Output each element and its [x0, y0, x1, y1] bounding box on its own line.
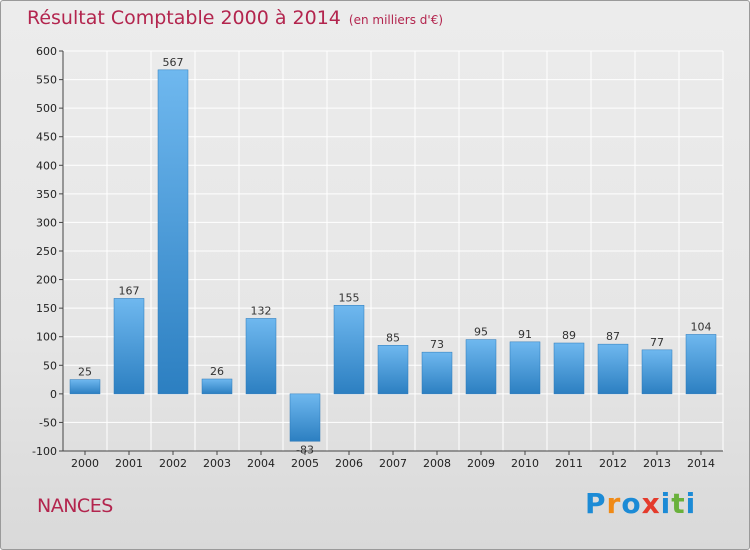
bar-2011	[553, 342, 585, 395]
axes	[59, 50, 723, 455]
y-tick-label: 250	[36, 245, 57, 258]
bar-2000	[69, 379, 101, 395]
y-tick-label: 350	[36, 188, 57, 201]
x-tick-label: 2011	[555, 457, 583, 470]
x-tick-label: 2004	[247, 457, 275, 470]
bar-2010	[509, 341, 541, 395]
x-tick-label: 2001	[115, 457, 143, 470]
x-tick-label: 2006	[335, 457, 363, 470]
bar-2013	[641, 349, 673, 395]
title-text: Résultat Comptable 2000 à 2014	[27, 7, 341, 29]
y-tick-label: 500	[36, 102, 57, 115]
value-label-2011: 89	[562, 329, 576, 342]
value-label-2005: -83	[296, 443, 314, 456]
place-name: NANCES	[37, 495, 113, 517]
value-label-2014: 104	[691, 320, 712, 333]
x-tick-label: 2013	[643, 457, 671, 470]
bar-2004	[245, 318, 277, 395]
y-tick-label: 600	[36, 45, 57, 58]
x-tick-label: 2008	[423, 457, 451, 470]
bar-2009	[465, 339, 497, 395]
y-tick-label: 400	[36, 159, 57, 172]
bar-2014	[685, 334, 717, 395]
x-tick-label: 2012	[599, 457, 627, 470]
y-tick-label: -100	[32, 445, 57, 458]
bar-2012	[597, 343, 629, 395]
value-label-2013: 77	[650, 336, 664, 349]
logo-letter: i	[685, 487, 697, 520]
logo-letter: o	[621, 487, 642, 520]
value-label-2012: 87	[606, 330, 620, 343]
bar-2007	[377, 345, 409, 395]
y-tick-label: 450	[36, 131, 57, 144]
chart-title: Résultat Comptable 2000 à 2014 (en millie…	[27, 7, 443, 29]
title-unit: (en milliers d'€)	[348, 13, 444, 27]
value-label-2006: 155	[339, 291, 360, 304]
bars	[69, 69, 717, 442]
y-tick-label: -50	[39, 416, 57, 429]
value-label-2001: 167	[119, 284, 140, 297]
x-tick-label: 2000	[71, 457, 99, 470]
bar-2008	[421, 351, 453, 395]
x-tick-label: 2005	[291, 457, 319, 470]
bar-2002	[157, 69, 189, 395]
y-tick-label: 200	[36, 274, 57, 287]
labels: -100 -50 0 50 100 150 200 250 300 350 400 450 500 550…	[32, 45, 715, 470]
logo-letter: x	[641, 487, 661, 520]
y-tick-label: 150	[36, 302, 57, 315]
logo-letter: t	[671, 487, 686, 520]
x-tick-label: 2003	[203, 457, 231, 470]
value-label-2003: 26	[210, 365, 224, 378]
bar-2003	[201, 378, 233, 395]
proxiti-logo: Proxiti	[585, 487, 696, 520]
value-label-2000: 25	[78, 366, 92, 379]
value-label-2010: 91	[518, 328, 532, 341]
x-tick-label: 2002	[159, 457, 187, 470]
x-tick-label: 2014	[687, 457, 715, 470]
y-tick-label: 550	[36, 74, 57, 87]
y-tick-label: 0	[50, 388, 57, 401]
x-tick-label: 2007	[379, 457, 407, 470]
bar-2001	[113, 298, 145, 395]
bar-2006	[333, 305, 365, 395]
value-label-2008: 73	[430, 338, 444, 351]
value-label-2002: 567	[163, 56, 184, 69]
value-label-2009: 95	[474, 326, 488, 339]
value-label-2004: 132	[251, 304, 272, 317]
bar-2005	[289, 393, 321, 442]
x-tick-label: 2009	[467, 457, 495, 470]
logo-letter: P	[585, 487, 607, 520]
logo-letter: i	[660, 487, 672, 520]
logo-letter: r	[606, 487, 622, 520]
value-label-2007: 85	[386, 331, 400, 344]
x-tick-label: 2010	[511, 457, 539, 470]
y-tick-label: 50	[43, 359, 57, 372]
y-tick-label: 100	[36, 331, 57, 344]
y-tick-label: 300	[36, 216, 57, 229]
